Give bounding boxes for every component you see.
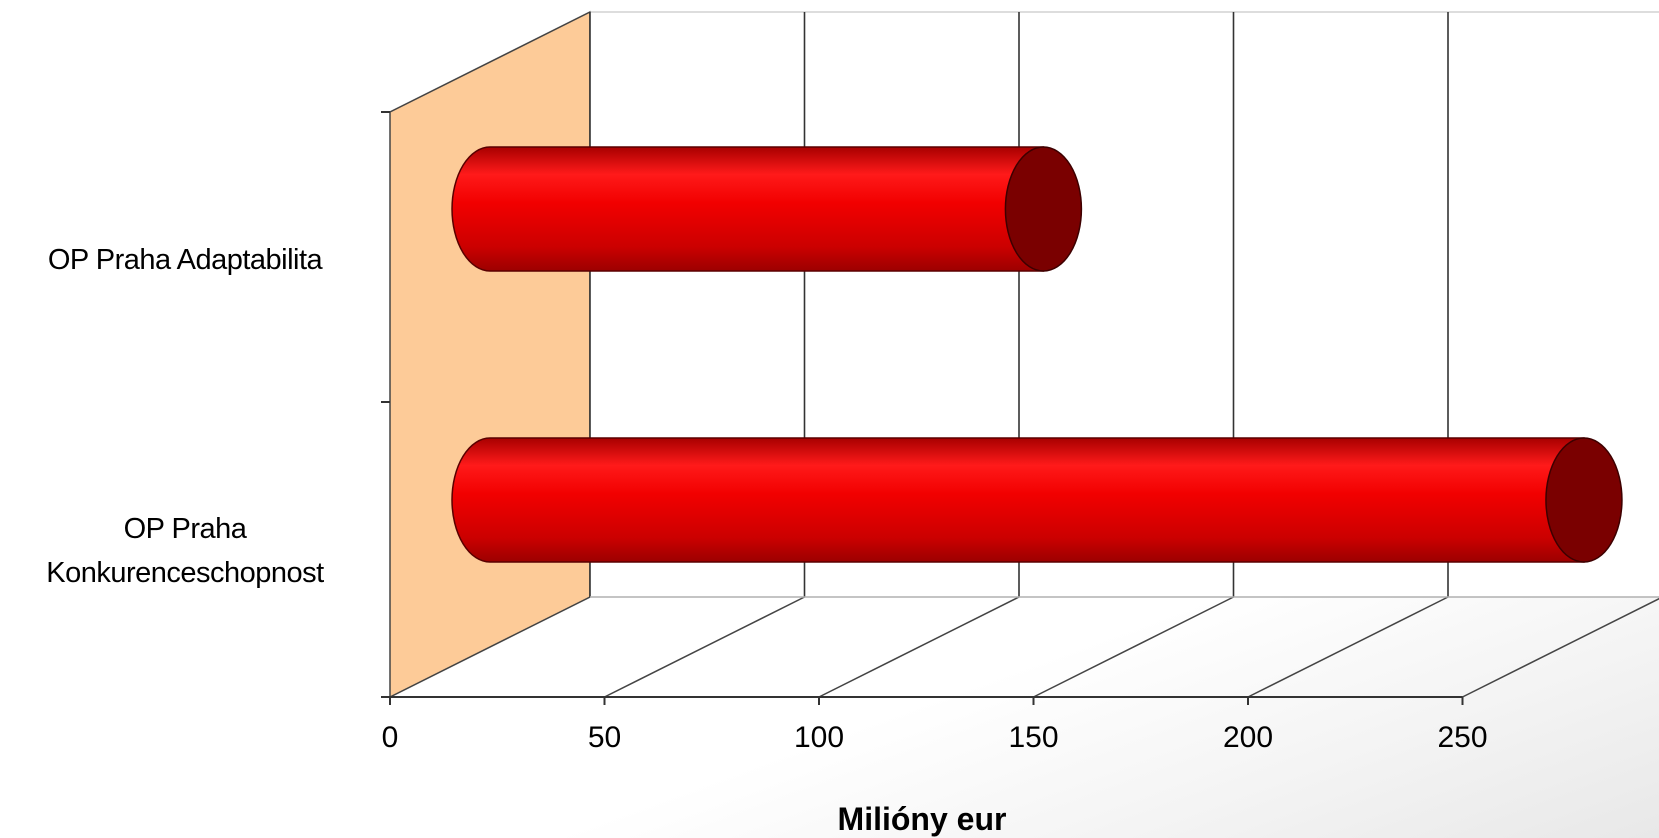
gridline-floor-100 (818, 596, 1020, 698)
bar-0 (451, 146, 1083, 272)
chart-walls (389, 10, 1659, 699)
x-tick-label-150: 150 (1008, 721, 1058, 754)
bar-cap-0 (1004, 146, 1083, 272)
bar-1 (451, 437, 1623, 563)
category-labels: OP Praha Adaptabilita OP Praha Konkurences… (46, 244, 324, 589)
gridline-floor-250 (1462, 597, 1659, 698)
x-tick-label-200: 200 (1223, 721, 1273, 754)
x-tick-label-50: 50 (588, 721, 621, 754)
x-tick-label-250: 250 (1437, 721, 1487, 754)
bars (451, 146, 1623, 563)
side-wall (389, 10, 591, 699)
bar-body-0 (451, 146, 1045, 272)
category-label-0-0: OP Praha Adaptabilita (48, 244, 324, 276)
bar-body-1 (451, 437, 1585, 563)
x-tick-label-100: 100 (794, 721, 844, 754)
bar-cap-1 (1545, 437, 1623, 563)
gridline-floor-150 (1033, 596, 1234, 698)
x-tick-labels: 0 50 100 150 200 250 (382, 721, 1488, 754)
category-label-1-1: Konkurenceschopnost (46, 557, 324, 589)
x-tick-label-0: 0 (382, 721, 399, 754)
gridline-floor-200 (1247, 596, 1449, 698)
gridline-floor-50 (604, 596, 805, 698)
category-label-1-0: OP Praha (124, 513, 248, 545)
x-axis-title: Milióny eur (838, 801, 1007, 837)
